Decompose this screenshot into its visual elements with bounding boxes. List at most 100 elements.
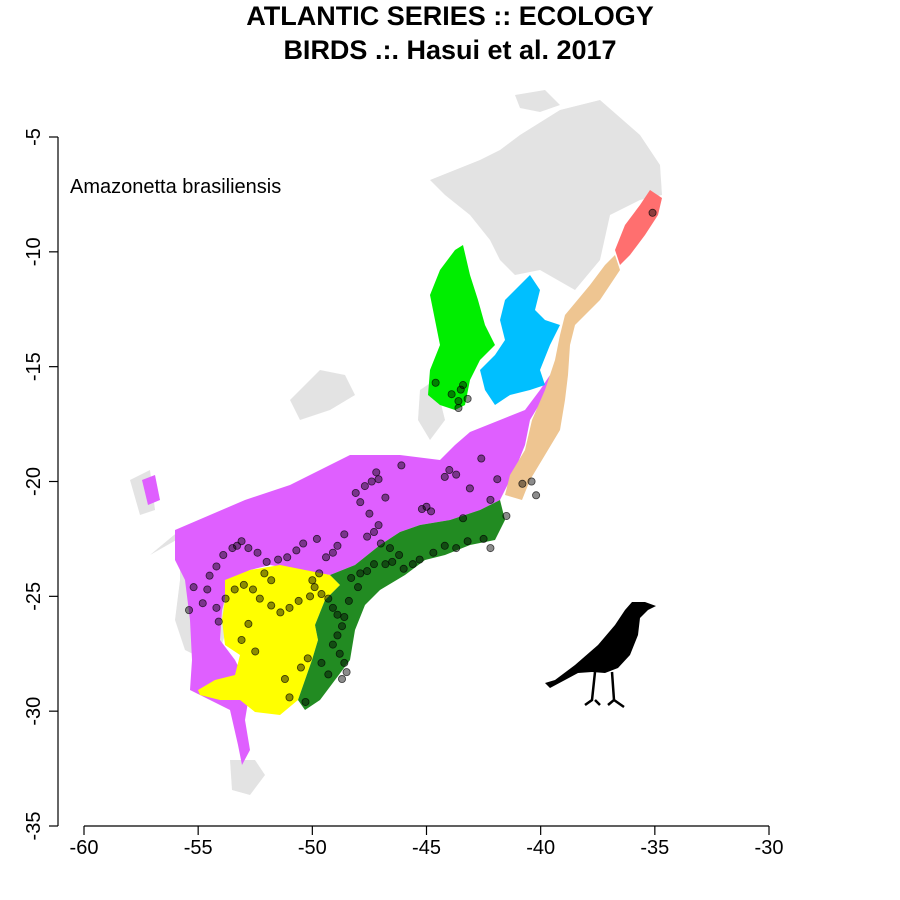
occurrence-point <box>477 454 486 463</box>
occurrence-point <box>285 603 294 612</box>
occurrence-point <box>228 544 237 553</box>
occurrence-point <box>244 619 253 628</box>
y-tick-label: -25 <box>23 582 45 611</box>
occurrence-point <box>369 560 378 569</box>
occurrence-point <box>369 528 378 537</box>
occurrence-point <box>454 397 463 406</box>
occurrence-point <box>374 521 383 530</box>
occurrence-point <box>365 509 374 518</box>
occurrence-point <box>502 511 511 520</box>
occurrence-point <box>463 394 472 403</box>
region-violet <box>175 375 550 765</box>
occurrence-point <box>431 378 440 387</box>
occurrence-point <box>322 553 331 562</box>
occurrence-point <box>367 477 376 486</box>
occurrence-point <box>335 649 344 658</box>
x-tick-label: -60 <box>70 837 99 859</box>
region-grey-northeast <box>430 100 662 290</box>
occurrence-point <box>333 631 342 640</box>
occurrence-point <box>239 580 248 589</box>
occurrence-point <box>374 475 383 484</box>
occurrence-point <box>340 613 349 622</box>
occurrence-point <box>429 548 438 557</box>
occurrence-point <box>340 658 349 667</box>
occurrence-point <box>463 537 472 546</box>
occurrence-point <box>333 610 342 619</box>
occurrence-point <box>203 585 212 594</box>
occurrence-point <box>381 493 390 502</box>
occurrence-point <box>388 557 397 566</box>
occurrence-point <box>333 541 342 550</box>
y-tick-label: -15 <box>23 352 45 381</box>
occurrence-point <box>303 654 312 663</box>
x-tick-label: -50 <box>298 837 327 859</box>
occurrence-point <box>324 670 333 679</box>
occurrence-point <box>465 484 474 493</box>
occurrence-point <box>479 534 488 543</box>
occurrence-point <box>459 514 468 523</box>
occurrence-point <box>317 658 326 667</box>
occurrence-point <box>440 541 449 550</box>
occurrence-point <box>248 585 257 594</box>
occurrence-point <box>351 488 360 497</box>
occurrence-point <box>454 404 463 413</box>
occurrence-point <box>255 594 264 603</box>
occurrence-point <box>397 461 406 470</box>
occurrence-point <box>301 697 310 706</box>
x-tick-label: -45 <box>412 837 441 859</box>
occurrence-point <box>328 548 337 557</box>
occurrence-point <box>267 601 276 610</box>
region-blue <box>480 275 560 405</box>
occurrence-point <box>274 555 283 564</box>
region-grey-south <box>230 760 265 795</box>
region-violet-west-patch <box>142 475 160 505</box>
occurrence-point <box>324 594 333 603</box>
occurrence-point <box>342 668 351 677</box>
occurrence-point <box>328 603 337 612</box>
region-grey-central <box>290 370 355 420</box>
occurrence-point <box>338 675 347 684</box>
occurrence-point <box>308 576 317 585</box>
occurrence-point <box>518 479 527 488</box>
occurrence-point <box>356 498 365 507</box>
occurrence-point <box>353 583 362 592</box>
occurrence-point <box>356 569 365 578</box>
occurrence-point <box>205 571 214 580</box>
occurrence-point <box>344 596 353 605</box>
occurrence-point <box>312 534 321 543</box>
y-tick-label: -30 <box>23 697 45 726</box>
occurrence-point <box>283 553 292 562</box>
x-tick-label: -30 <box>755 837 784 859</box>
occurrence-point <box>244 544 253 553</box>
occurrence-point <box>267 576 276 585</box>
occurrence-point <box>237 635 246 644</box>
occurrence-point <box>294 596 303 605</box>
occurrence-point <box>232 541 241 550</box>
occurrence-point <box>372 468 381 477</box>
occurrence-point <box>376 539 385 548</box>
occurrence-point <box>363 532 372 541</box>
occurrence-point <box>415 555 424 564</box>
occurrence-point <box>306 592 315 601</box>
occurrence-point <box>315 569 324 578</box>
bird-silhouette-icon <box>545 602 656 709</box>
occurrence-point <box>427 507 436 516</box>
occurrence-point <box>260 569 269 578</box>
occurrence-point <box>212 562 221 571</box>
occurrence-point <box>189 583 198 592</box>
occurrence-point <box>452 470 461 479</box>
x-tick-label: -35 <box>640 837 669 859</box>
occurrence-point <box>445 466 454 475</box>
occurrence-point <box>299 539 308 548</box>
occurrence-point <box>310 583 319 592</box>
occurrence-point <box>385 544 394 553</box>
occurrence-point <box>198 599 207 608</box>
occurrence-point <box>395 550 404 559</box>
y-tick-label: -35 <box>23 812 45 841</box>
occurrence-point <box>452 544 461 553</box>
occurrence-point <box>347 573 356 582</box>
occurrence-point <box>360 482 369 491</box>
occurrence-point <box>219 550 228 559</box>
y-tick-label: -10 <box>23 237 45 266</box>
